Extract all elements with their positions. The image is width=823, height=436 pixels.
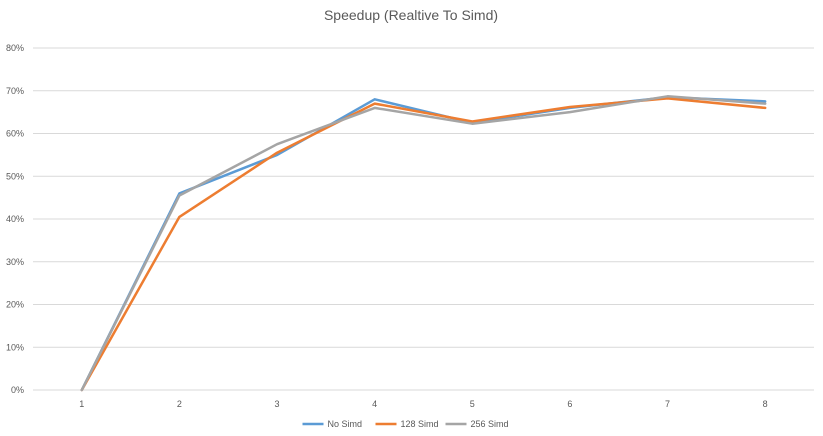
- x-tick-label: 5: [470, 399, 475, 409]
- series-layer: [80, 95, 767, 392]
- y-tick-label: 10%: [6, 342, 24, 352]
- x-tick-label: 8: [763, 399, 768, 409]
- x-tick-label: 6: [567, 399, 572, 409]
- legend-label-0: No Simd: [328, 419, 363, 429]
- y-tick-label: 80%: [6, 43, 24, 53]
- y-tick-label: 70%: [6, 86, 24, 96]
- legend-label-2: 256 Simd: [471, 419, 509, 429]
- y-tick-label: 0%: [11, 385, 24, 395]
- x-axis: 1 2 3 4 5 6 7 8: [79, 399, 767, 409]
- x-tick-label: 1: [79, 399, 84, 409]
- series-line-1: [80, 97, 767, 392]
- legend: No Simd 128 Simd 256 Simd: [302, 419, 509, 429]
- y-tick-label: 60%: [6, 129, 24, 139]
- y-tick-label: 20%: [6, 300, 24, 310]
- series-line-2: [80, 95, 767, 392]
- y-tick-label: 30%: [6, 257, 24, 267]
- grid-layer: [33, 47, 814, 391]
- legend-label-1: 128 Simd: [401, 419, 439, 429]
- y-tick-label: 40%: [6, 214, 24, 224]
- y-tick-label: 50%: [6, 171, 24, 181]
- x-tick-label: 3: [275, 399, 280, 409]
- y-axis: 0% 10% 20% 30% 40% 50% 60% 70% 80%: [6, 43, 24, 395]
- x-tick-label: 4: [372, 399, 377, 409]
- series-line-0: [80, 95, 767, 392]
- chart-title: Speedup (Realtive To Simd): [324, 7, 498, 23]
- x-tick-label: 2: [177, 399, 182, 409]
- x-tick-label: 7: [665, 399, 670, 409]
